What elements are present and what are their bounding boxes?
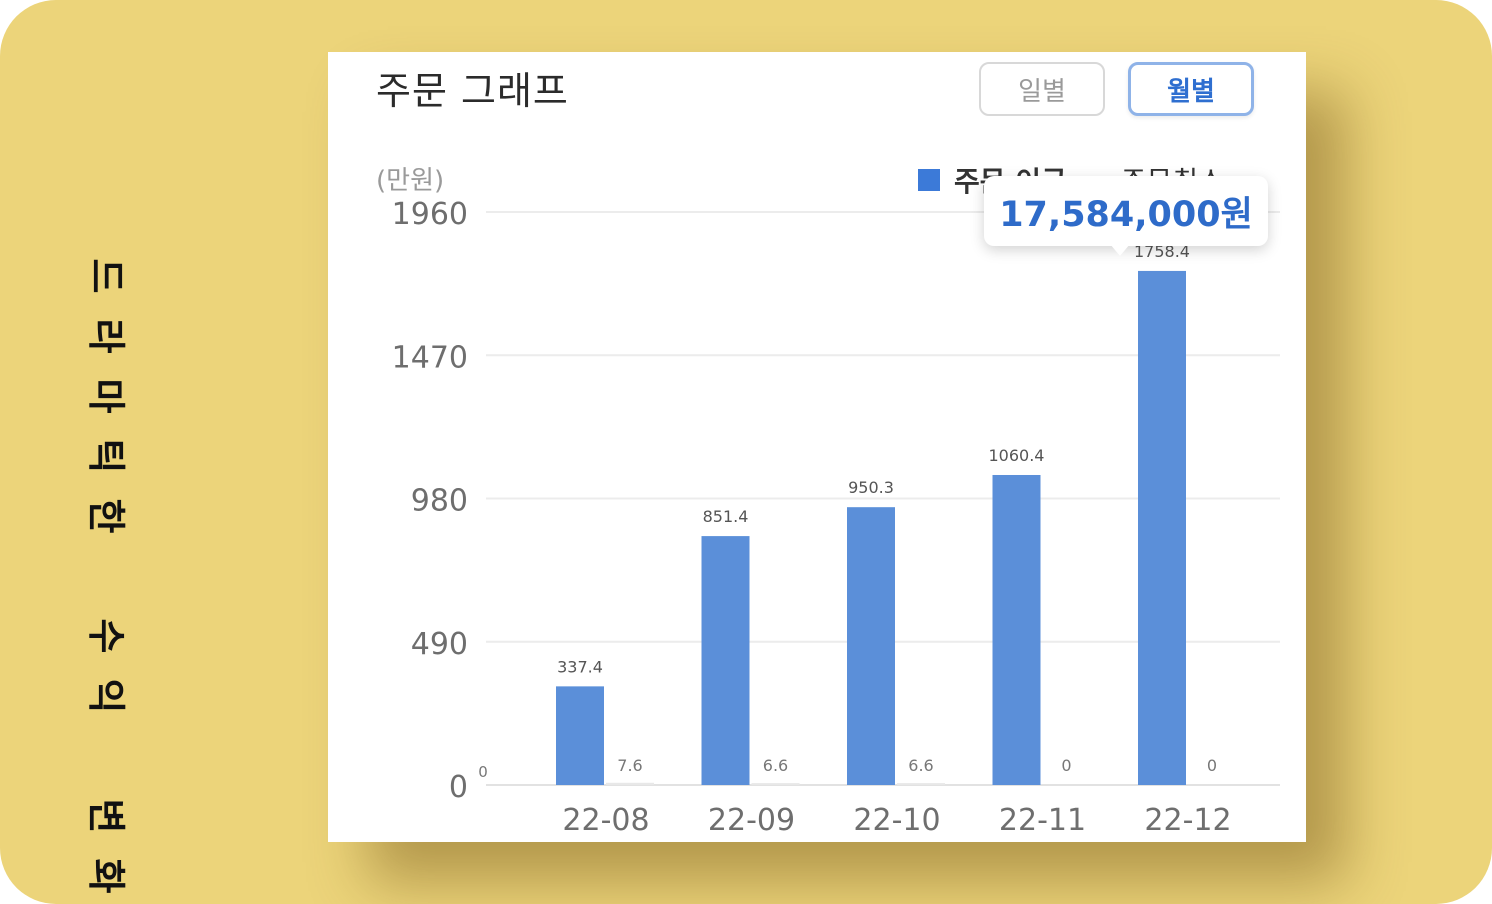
leading-zero-label: 0 (478, 763, 488, 781)
legend-swatch (918, 169, 940, 191)
side-caption-char: 변 (84, 798, 128, 834)
bar-cancel (606, 782, 654, 785)
bar-order-amount (992, 474, 1041, 785)
y-tick-label: 1470 (392, 340, 468, 375)
cancel-value-label: 0 (1061, 756, 1071, 775)
x-tick-label: 22-12 (1144, 803, 1231, 838)
x-tick-label: 22-08 (562, 803, 649, 838)
bar-cancel (751, 783, 800, 785)
x-tick-label: 22-11 (999, 803, 1086, 838)
value-tooltip: 17,584,000원 (984, 176, 1268, 246)
bar-order-amount (556, 686, 604, 785)
bar-value-label: 1060.4 (989, 446, 1045, 465)
y-tick-label: 980 (411, 484, 468, 519)
bar-value-label: 851.4 (703, 507, 749, 526)
cancel-value-label: 6.6 (763, 756, 788, 775)
y-axis-unit-label: (만원) (376, 166, 445, 196)
side-caption-char: 마 (84, 378, 128, 414)
y-tick-label: 0 (449, 770, 468, 805)
y-tick-label: 490 (411, 627, 468, 662)
bar-value-label: 950.3 (848, 478, 894, 497)
side-caption-char (76, 550, 136, 602)
tooltip-arrow (1110, 244, 1130, 256)
bar-order-amount (1138, 270, 1186, 785)
side-caption-char: 한 (84, 498, 128, 534)
side-caption-char: 수 (84, 618, 128, 654)
cancel-value-label: 0 (1207, 756, 1217, 775)
x-tick-label: 22-10 (853, 803, 940, 838)
bar-order-amount (847, 507, 895, 785)
bar-value-label: 337.4 (557, 657, 603, 676)
order-graph-card: 주문 그래프 일별 월별 (만원) 주문 이금 주문취소 04909801470… (328, 52, 1306, 842)
bar-chart: 0 490 980 1470 1960 0 337.4 7.6 22-08 851.4 6.6 22-… (392, 197, 1280, 838)
card-title: 주문 그래프 (376, 69, 569, 113)
x-tick-label: 22-09 (708, 803, 795, 838)
cancel-value-label: 7.6 (617, 756, 642, 775)
side-caption-char: 라 (84, 318, 128, 354)
side-caption-char: 틱 (84, 438, 128, 474)
side-caption-char: 화 (84, 858, 128, 894)
daily-toggle-button[interactable]: 일별 (979, 62, 1105, 116)
cancel-value-label: 6.6 (908, 756, 933, 775)
side-caption-char: 익 (84, 678, 128, 714)
side-caption-char (76, 730, 136, 782)
monthly-toggle-button[interactable]: 월별 (1128, 62, 1254, 116)
bar-order-amount (701, 536, 750, 785)
side-caption-char: 드 (84, 258, 128, 294)
y-tick-label: 1960 (392, 197, 468, 232)
bar-cancel (897, 783, 945, 785)
bar-value-label: 1758.4 (1134, 242, 1190, 261)
